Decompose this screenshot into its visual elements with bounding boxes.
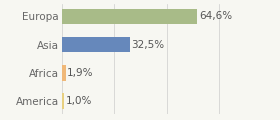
- Text: 1,0%: 1,0%: [65, 96, 92, 106]
- Bar: [62, 93, 64, 109]
- Bar: [62, 9, 197, 24]
- Text: 64,6%: 64,6%: [199, 11, 232, 21]
- Bar: [62, 65, 66, 81]
- Bar: [62, 37, 130, 52]
- Text: 32,5%: 32,5%: [132, 40, 165, 50]
- Text: 1,9%: 1,9%: [67, 68, 94, 78]
